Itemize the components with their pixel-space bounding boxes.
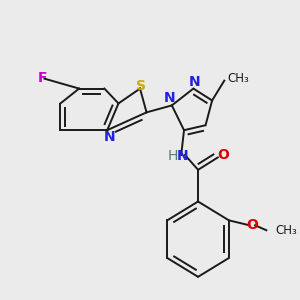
Text: N: N xyxy=(104,130,116,144)
Text: N: N xyxy=(188,75,200,88)
Text: CH₃: CH₃ xyxy=(227,72,249,85)
Text: CH₃: CH₃ xyxy=(276,224,298,237)
Text: H: H xyxy=(168,149,178,163)
Text: S: S xyxy=(136,79,146,93)
Text: N: N xyxy=(164,92,176,106)
Text: N: N xyxy=(176,149,188,163)
Text: F: F xyxy=(38,71,47,85)
Text: O: O xyxy=(246,218,258,232)
Text: O: O xyxy=(218,148,229,162)
